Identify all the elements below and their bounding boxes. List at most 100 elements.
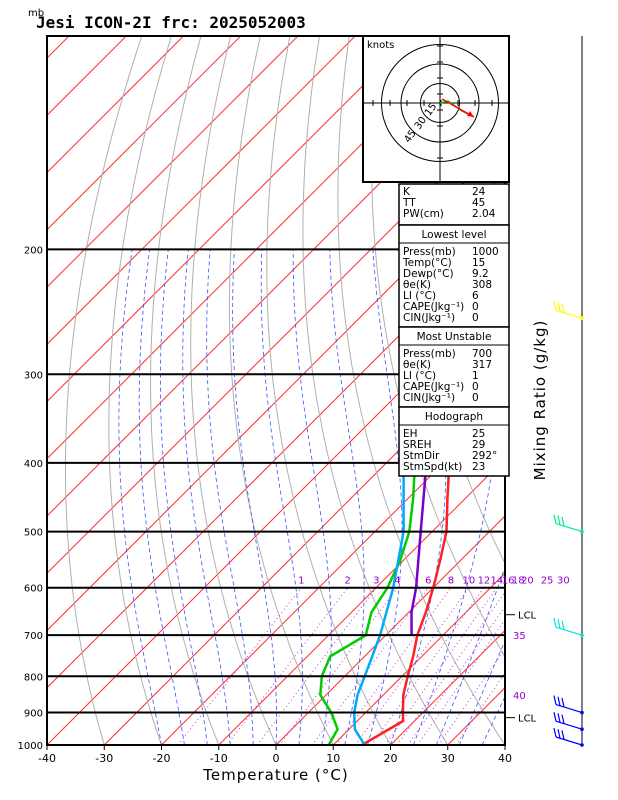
mixing-ratio-tick-label: 25 (541, 576, 554, 587)
lowest-level-heading: Lowest level (421, 229, 486, 241)
most-unstable-row-value: 1 (472, 370, 479, 382)
wind-barb-shaft (555, 720, 583, 730)
mixing-ratio-tick-label: 6 (425, 576, 431, 587)
mixing-ratio-label: Mixing Ratio (g/kg) (531, 320, 549, 481)
pressure-tick-label: 700 (24, 631, 43, 642)
moist-adiabat (329, 249, 365, 745)
most-unstable-box (398, 326, 510, 408)
wind-barb-shaft (555, 626, 583, 636)
dry-adiabat (586, 36, 618, 760)
lowest-level-row-value: 9.2 (472, 268, 489, 280)
moist-adiabat (206, 249, 254, 745)
index-value: 45 (472, 197, 485, 209)
hodograph-ring (420, 83, 460, 123)
isotherm-line (47, 36, 127, 116)
wind-barb-flag (561, 730, 565, 740)
wind-barb-shaft (555, 309, 583, 319)
hodograph-table-row-value: 29 (472, 439, 485, 451)
hodograph-storm-arrow (467, 111, 474, 117)
most-unstable-row-value: 317 (472, 359, 492, 371)
most-unstable-row-label: θe(K) (403, 359, 431, 371)
hodograph-table-row-value: 292° (472, 450, 497, 462)
mixing-ratio-line (407, 605, 505, 745)
frame-and-axes (46, 35, 506, 750)
index-label: TT (402, 197, 416, 209)
lowest-level-row-label: CIN(Jkg⁻¹) (403, 312, 455, 324)
isotherm-line (47, 36, 413, 403)
dry-adiabat (371, 36, 505, 658)
lcl-label: LCL (518, 611, 537, 622)
most-unstable-heading: Most Unstable (417, 331, 492, 343)
isotherm-line (47, 36, 184, 174)
x-tick-label: -30 (95, 752, 113, 765)
mixing-ratio-tick-label: 8 (448, 576, 454, 587)
wind-barb-flag (557, 515, 561, 525)
x-tick-label: 20 (384, 752, 398, 765)
wind-barb-shaft (555, 522, 583, 533)
x-tick-label: -10 (210, 752, 228, 765)
isotherm-line (47, 171, 505, 632)
most-unstable-row-label: CIN(Jkg⁻¹) (403, 392, 455, 404)
dry-adiabat (266, 36, 392, 745)
x-tick-label: -40 (38, 752, 56, 765)
lowest-level-row-label: LI (°C) (403, 290, 436, 302)
lowest-level-row-label: θe(K) (403, 279, 431, 291)
background-lines (47, 36, 618, 760)
mixing-ratio-line (226, 587, 349, 745)
x-tick-label: 30 (441, 752, 455, 765)
hodograph-table-row-value: 23 (472, 461, 485, 473)
hodograph-table-heading: Hodograph (425, 411, 483, 423)
mixing-ratio-line (370, 587, 485, 745)
wind-barb-flag (561, 714, 565, 724)
hodograph-unit-label: knots (367, 40, 394, 51)
x-tick-label: 40 (498, 752, 512, 765)
lowest-level-row-label: Temp(°C) (402, 257, 452, 269)
lowest-level-row-value: 1000 (472, 246, 499, 258)
x-tick-label: -20 (153, 752, 171, 765)
x-axis-label: Temperature (°C) (202, 766, 348, 784)
x-tick-label: 0 (273, 752, 280, 765)
indices-box (398, 183, 510, 226)
moist-adiabat (232, 249, 277, 745)
hodograph-table-row-value: 25 (472, 428, 485, 440)
mixing-ratio-line (279, 587, 398, 745)
pressure-tick-label: 400 (24, 459, 43, 470)
lowest-level-row-value: 0 (472, 301, 479, 313)
mixing-ratio-tick-label: 14 (490, 576, 503, 587)
most-unstable-row-value: 0 (472, 392, 479, 404)
mixing-ratio-line (256, 587, 377, 745)
lowest-level-row-label: CAPE(Jkg⁻¹) (403, 301, 464, 313)
mixing-ratio-tick-label: 10 (463, 576, 476, 587)
index-value: 2.04 (472, 208, 496, 220)
hodograph-table-row-label: StmSpd(kt) (403, 461, 462, 473)
dry-adiabat (108, 36, 172, 745)
pressure-tick-label: 800 (24, 672, 43, 683)
wind-barb-flag (557, 696, 561, 706)
most-unstable-row-value: 0 (472, 381, 479, 393)
moist-adiabat (292, 249, 332, 745)
wind-barb-flag (553, 727, 557, 738)
hodograph-table-box (398, 406, 510, 477)
wind-barbs (553, 36, 584, 747)
wind-barb-shaft (555, 703, 583, 714)
isotherm-line (218, 458, 505, 745)
most-unstable-row-label: CAPE(Jkg⁻¹) (403, 381, 464, 393)
mixing-ratio-tick-label: 1 (298, 576, 304, 587)
mixing-ratio-line (354, 587, 470, 745)
moist-adiabat (504, 744, 505, 745)
lowest-level-row-label: Press(mb) (403, 246, 456, 258)
wind-barb-flag (553, 712, 557, 722)
hodograph-table-row-label: SREH (403, 439, 432, 451)
dry-adiabat (65, 36, 143, 745)
wind-barb-flag (557, 619, 561, 629)
dry-adiabat (190, 36, 277, 745)
pressure-unit: mb (28, 8, 44, 19)
wind-barb-flag (553, 618, 557, 628)
hodograph-table-row-label: StmDir (403, 450, 440, 462)
right-side-number: 35 (513, 631, 526, 642)
hodograph-table-row-label: EH (403, 428, 418, 440)
